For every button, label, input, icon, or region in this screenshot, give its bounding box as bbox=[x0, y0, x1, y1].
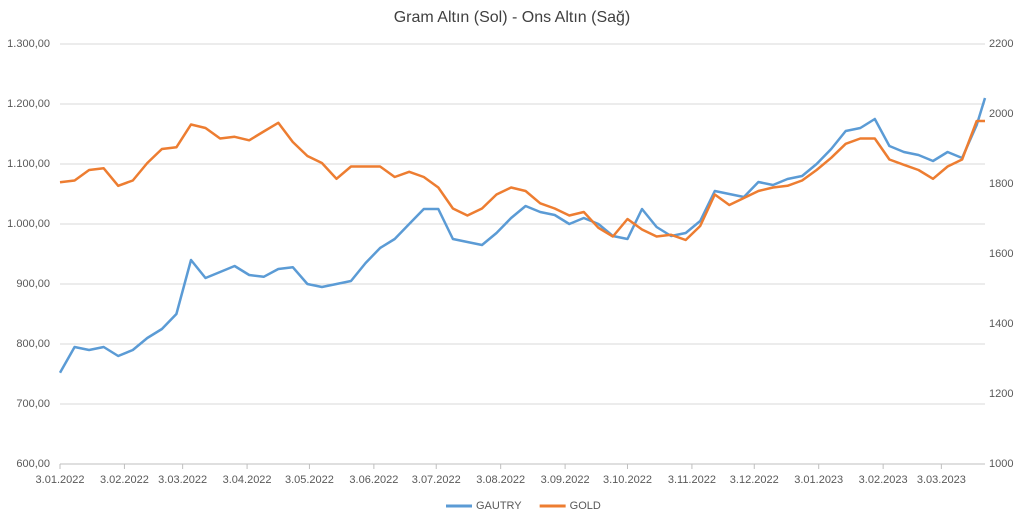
x-tick-label: 3.02.2023 bbox=[859, 474, 908, 486]
x-tick-label: 3.03.2023 bbox=[917, 474, 966, 486]
y2-tick-label: 2000 bbox=[989, 108, 1013, 120]
y-tick-label: 1.300,00 bbox=[7, 38, 50, 50]
x-tick-label: 3.01.2022 bbox=[36, 474, 85, 486]
x-tick-label: 3.04.2022 bbox=[223, 474, 272, 486]
x-tick-label: 3.02.2022 bbox=[100, 474, 149, 486]
x-tick-label: 3.07.2022 bbox=[412, 474, 461, 486]
x-tick-label: 3.10.2022 bbox=[603, 474, 652, 486]
chart-title: Gram Altın (Sol) - Ons Altın (Sağ) bbox=[394, 9, 631, 26]
series-line bbox=[58, 97, 987, 374]
x-tick-label: 3.12.2022 bbox=[730, 474, 779, 486]
y2-tick-label: 2200 bbox=[989, 38, 1013, 50]
y2-tick-label: 1000 bbox=[989, 458, 1013, 470]
y2-tick-label: 1400 bbox=[989, 318, 1013, 330]
y-tick-label: 1.100,00 bbox=[7, 158, 50, 170]
y-tick-label: 1.000,00 bbox=[7, 218, 50, 230]
y-tick-label: 800,00 bbox=[16, 338, 50, 350]
y-tick-label: 700,00 bbox=[16, 398, 50, 410]
x-tick-label: 3.08.2022 bbox=[476, 474, 525, 486]
y-tick-label: 1.200,00 bbox=[7, 98, 50, 110]
y2-tick-label: 1800 bbox=[989, 178, 1013, 190]
x-tick-label: 3.05.2022 bbox=[285, 474, 334, 486]
legend-label: GOLD bbox=[570, 500, 601, 512]
x-tick-label: 3.01.2023 bbox=[794, 474, 843, 486]
y2-tick-label: 1600 bbox=[989, 248, 1013, 260]
y-tick-label: 600,00 bbox=[16, 458, 50, 470]
legend-label: GAUTRY bbox=[476, 500, 522, 512]
x-tick-label: 3.03.2022 bbox=[158, 474, 207, 486]
series-line bbox=[59, 119, 985, 242]
x-tick-label: 3.11.2022 bbox=[668, 474, 716, 486]
x-tick-label: 3.06.2022 bbox=[349, 474, 398, 486]
y-tick-label: 900,00 bbox=[16, 278, 50, 290]
y2-tick-label: 1200 bbox=[989, 388, 1013, 400]
x-tick-label: 3.09.2022 bbox=[541, 474, 590, 486]
